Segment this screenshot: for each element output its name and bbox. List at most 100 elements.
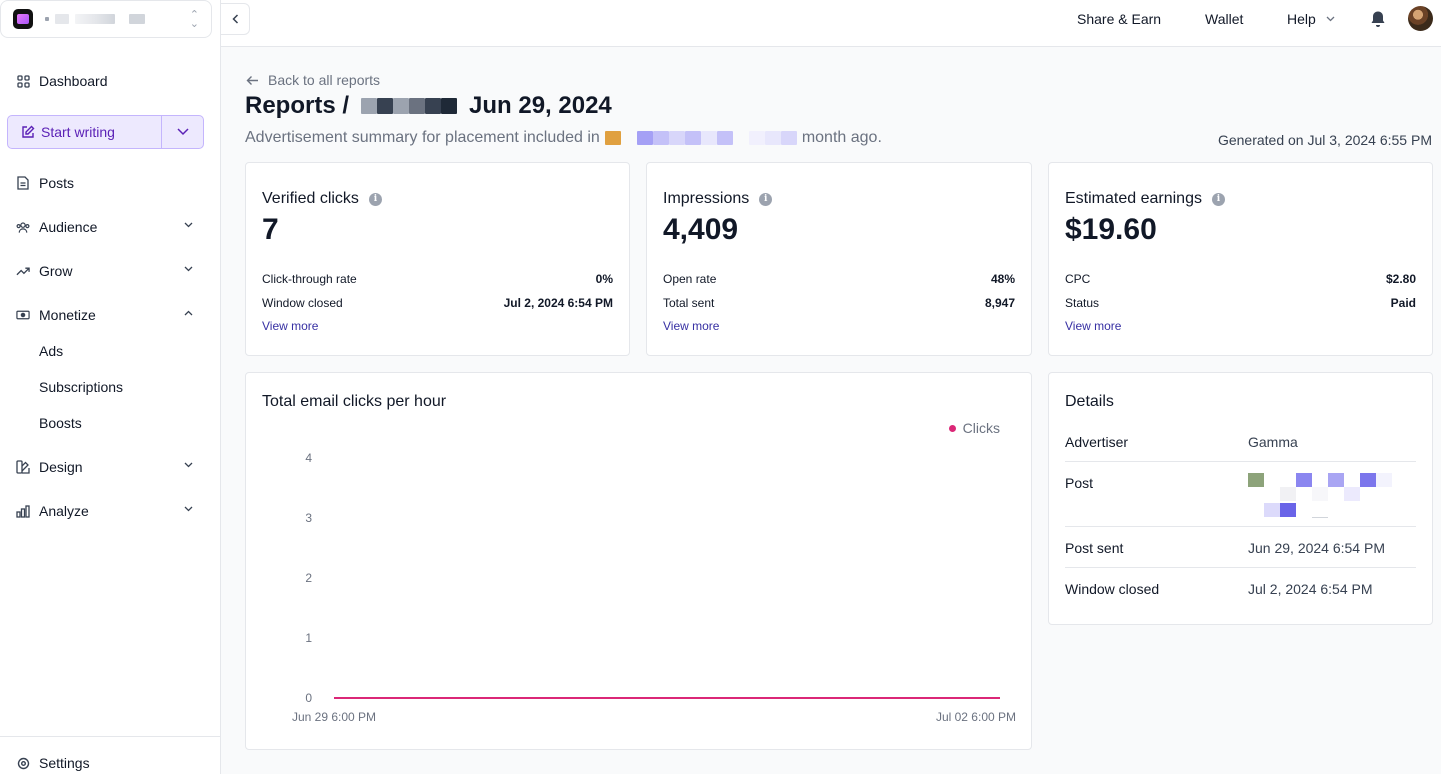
sidebar-subitem-ads[interactable]: Ads [39,343,64,359]
stat-label-text: Impressions [663,190,750,207]
user-avatar[interactable] [1408,6,1433,31]
redacted-post-title [604,131,797,145]
details-card: Details Advertiser Gamma Post Post sent … [1048,372,1433,625]
detail-label: Window closed [1065,581,1160,597]
detail-divider [1065,567,1416,568]
sidebar-item-design[interactable]: Design [0,449,221,485]
stat-row-value: 48% [990,272,1015,286]
stat-label: Estimated earnings i [1065,190,1225,208]
chevron-left-icon [231,14,238,24]
back-link-label: Back to all reports [268,72,381,88]
chevron-down-icon [176,128,189,136]
bell-icon[interactable] [1370,10,1386,28]
sidebar-item-label: Dashboard [39,73,108,89]
bar-chart-icon [16,504,30,518]
detail-value: Gamma [1248,434,1298,450]
chart-title: Total email clicks per hour [262,393,447,410]
top-bar: Share & Earn Wallet Help [221,0,1441,47]
stat-row-label: CPC [1065,272,1091,286]
chevron-up-icon [184,310,193,316]
verified-clicks-card: Verified clicks i 7 Click-through rate 0… [245,162,630,356]
help-label: Help [1287,11,1316,27]
stat-row-value: 8,947 [984,296,1015,310]
y-tick-label: 3 [305,511,312,525]
start-writing-dropdown[interactable] [162,116,203,148]
subtitle-prefix: Advertisement summary for placement incl… [245,129,600,146]
sidebar-subitem-boosts[interactable]: Boosts [39,415,82,431]
redacted-post-link[interactable] [1248,473,1398,519]
gear-icon [16,756,30,770]
chevron-down-icon [1326,16,1335,22]
stat-label: Impressions i [663,190,773,208]
redacted-publication-name [361,98,458,114]
sidebar-item-audience[interactable]: Audience [0,209,221,245]
sidebar-item-label: Audience [39,219,98,235]
start-writing-label: Start writing [41,124,115,140]
page-title-date: Jun 29, 2024 [469,92,612,119]
stat-row: Open rate 48% [663,272,1015,286]
share-earn-link[interactable]: Share & Earn [1077,11,1162,27]
info-icon[interactable]: i [368,192,382,206]
grid-icon [16,74,30,88]
view-more-link[interactable]: View more [262,319,319,333]
stat-row-value: Paid [1390,296,1416,310]
stat-row: Window closed Jul 2, 2024 6:54 PM [262,296,613,310]
sidebar-item-posts[interactable]: Posts [0,165,221,201]
legend-label: Clicks [962,420,1000,436]
stat-label-text: Verified clicks [262,190,359,207]
publication-switcher[interactable]: ⌃ ⌄ [0,0,212,38]
sidebar-item-label: Analyze [39,503,89,519]
back-to-reports-link[interactable]: Back to all reports [246,72,380,88]
y-tick-label: 1 [305,631,312,645]
stat-label: Verified clicks i [262,190,382,208]
detail-value: Jun 29, 2024 6:54 PM [1248,540,1385,556]
publication-logo-icon [13,9,33,29]
x-tick-label: Jun 29 6:00 PM [292,710,376,724]
x-tick-label: Jul 02 6:00 PM [936,710,1016,724]
collapse-sidebar-button[interactable] [221,3,250,35]
stat-row-label: Window closed [262,296,343,310]
sidebar-item-settings[interactable]: Settings [0,745,221,774]
sidebar-item-dashboard[interactable]: Dashboard [0,63,221,99]
stat-row: Status Paid [1065,296,1416,310]
view-more-link[interactable]: View more [663,319,720,333]
sidebar-item-label: Monetize [39,307,96,323]
users-icon [16,220,30,234]
sidebar-item-label: Settings [39,755,90,771]
stat-label-text: Estimated earnings [1065,190,1202,207]
stat-value: $19.60 [1065,213,1157,246]
start-writing-group: Start writing [7,115,204,149]
chevron-down-icon [184,462,193,468]
y-tick-label: 2 [305,571,312,585]
publication-name-redacted [45,14,145,24]
page-title: Reports / Jun 29, 2024 [245,92,612,120]
estimated-earnings-card: Estimated earnings i $19.60 CPC $2.80 St… [1048,162,1433,356]
info-icon[interactable]: i [1211,192,1225,206]
document-icon [16,176,30,190]
info-icon[interactable]: i [759,192,773,206]
start-writing-button[interactable]: Start writing [8,116,162,148]
sidebar-item-grow[interactable]: Grow [0,253,221,289]
y-tick-label: 0 [305,691,312,705]
sidebar-subitem-subscriptions[interactable]: Subscriptions [39,379,124,395]
impressions-card: Impressions i 4,409 Open rate 48% Total … [646,162,1032,356]
wallet-link[interactable]: Wallet [1205,11,1244,27]
stat-row: CPC $2.80 [1065,272,1416,286]
details-title: Details [1065,393,1114,410]
clicks-chart-card: Total email clicks per hour Clicks 0 1 2 3 4… [245,372,1032,750]
stat-row-label: Status [1065,296,1100,310]
clicks-line-chart: 0 1 2 3 4 Jun 29 6:00 PM Jul 02 6:00 PM [292,451,1016,724]
detail-label: Post [1065,475,1094,491]
stat-value: 4,409 [663,213,739,246]
sidebar-item-analyze[interactable]: Analyze [0,493,221,529]
paint-palette-icon [16,460,30,474]
stat-row-label: Click-through rate [262,272,357,286]
sidebar-divider [0,736,221,737]
stat-row: Click-through rate 0% [262,272,613,286]
sidebar: ⌃ ⌄ Dashboard Start writing Posts Audienc… [0,0,221,774]
stat-row: Total sent 8,947 [663,296,1015,310]
help-menu[interactable]: Help [1287,11,1335,27]
sidebar-item-monetize[interactable]: Monetize [0,297,221,333]
chevron-down-icon [184,266,193,272]
view-more-link[interactable]: View more [1065,319,1122,333]
